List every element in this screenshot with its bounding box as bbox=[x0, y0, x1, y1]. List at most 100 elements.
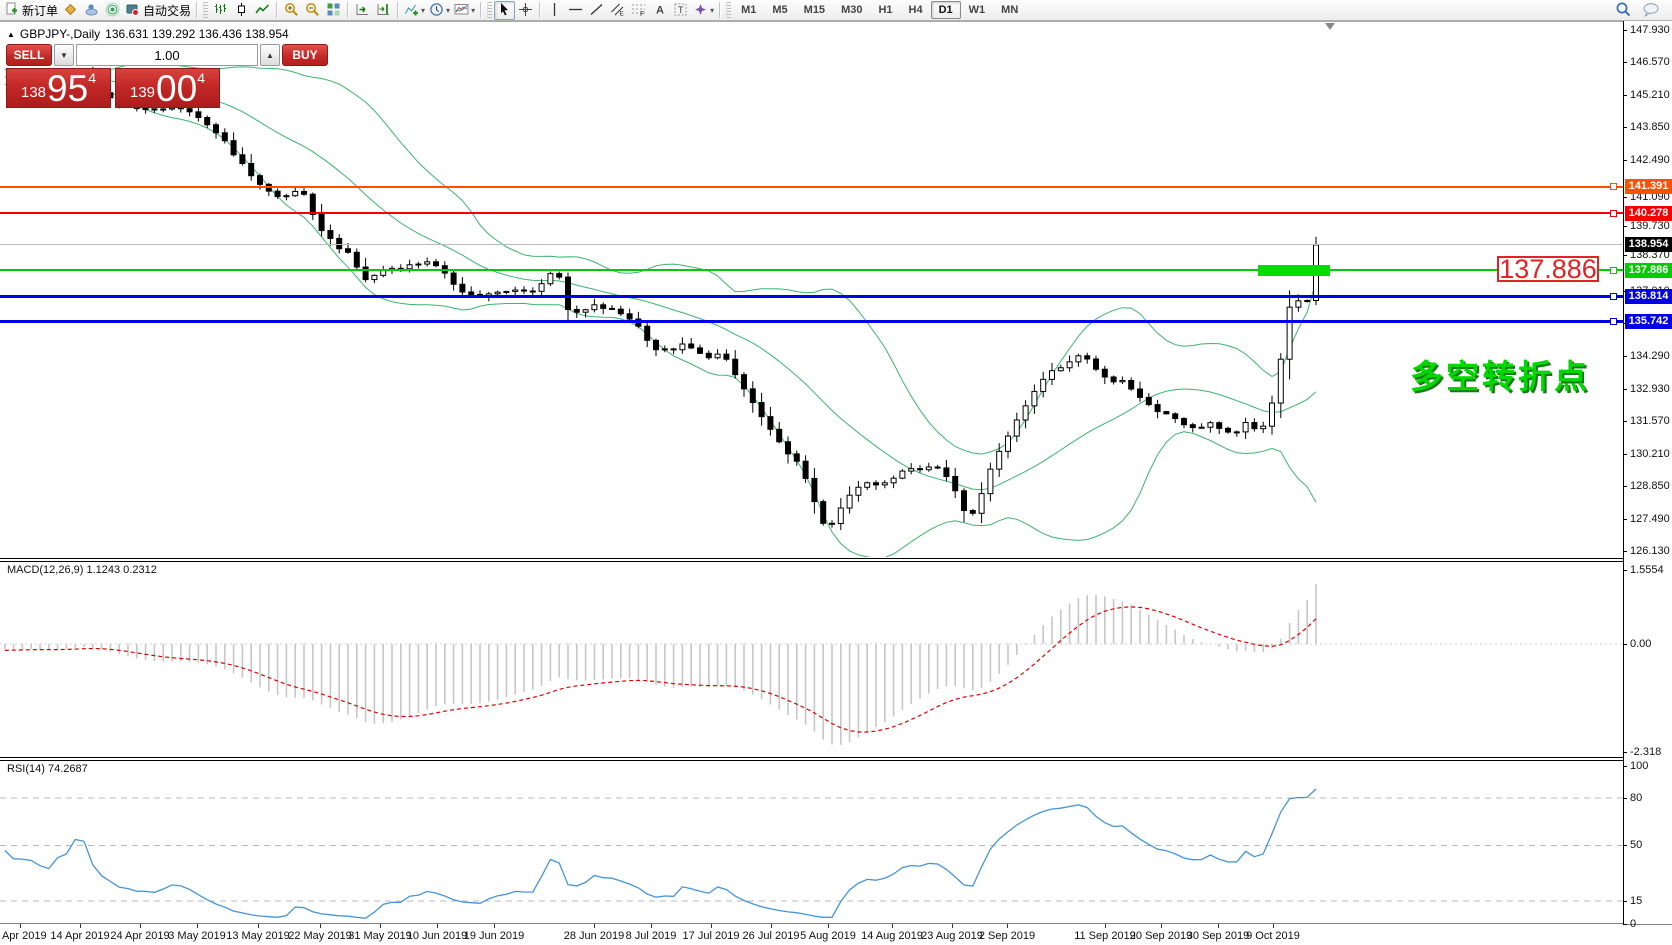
signals-button[interactable] bbox=[102, 1, 123, 20]
time-tick bbox=[320, 924, 321, 928]
zoom-in-button[interactable] bbox=[281, 1, 302, 20]
time-tick bbox=[952, 924, 953, 928]
sell-price-sup: 4 bbox=[88, 70, 96, 86]
line-chart-mode-button[interactable] bbox=[252, 1, 273, 20]
candlesticks bbox=[19, 66, 1319, 531]
timeframe-m1[interactable]: M1 bbox=[733, 1, 764, 19]
fibonacci-button[interactable]: F bbox=[628, 1, 649, 20]
hline-handle-support-upper[interactable] bbox=[1610, 293, 1617, 300]
sell-button[interactable]: SELL bbox=[6, 44, 52, 66]
toolbar-separator bbox=[539, 2, 542, 18]
buy-button[interactable]: BUY bbox=[282, 44, 328, 66]
crosshair-icon bbox=[518, 2, 533, 19]
volume-decrease-button[interactable]: ▼ bbox=[54, 44, 74, 66]
hline-bid-price[interactable] bbox=[0, 244, 1623, 245]
text-button[interactable]: A bbox=[649, 1, 670, 20]
time-tick-label: 19 Jun 2019 bbox=[463, 930, 525, 942]
volume-increase-button[interactable]: ▲ bbox=[260, 44, 280, 66]
timeframe-m5[interactable]: M5 bbox=[764, 1, 795, 19]
volume-input[interactable] bbox=[76, 44, 258, 66]
price-level-label[interactable]: 137.886 bbox=[1497, 256, 1599, 283]
hline-handle-support-lower[interactable] bbox=[1610, 318, 1617, 325]
timeframe-d1[interactable]: D1 bbox=[930, 1, 961, 19]
sell-price-display[interactable]: 138 95 4 bbox=[6, 68, 111, 108]
cursor-button[interactable] bbox=[494, 0, 516, 20]
hline-handle-resistance-upper[interactable] bbox=[1610, 183, 1617, 190]
hline-handle-pivot-level[interactable] bbox=[1610, 267, 1617, 274]
timeframe-m15[interactable]: M15 bbox=[796, 1, 833, 19]
candlestick-mode-button[interactable] bbox=[231, 1, 252, 20]
crosshair-button[interactable] bbox=[515, 1, 536, 20]
hline-zone-pivot-level[interactable] bbox=[1258, 265, 1330, 276]
auto-scroll-button[interactable] bbox=[352, 1, 373, 20]
zoom-out-icon bbox=[305, 2, 320, 19]
svg-text:E: E bbox=[620, 10, 625, 17]
community-button[interactable] bbox=[81, 1, 102, 20]
text-label-button[interactable]: T bbox=[670, 1, 691, 20]
bar-chart-mode-button[interactable] bbox=[210, 1, 231, 20]
svg-text:T: T bbox=[678, 5, 684, 15]
timeframe-m30[interactable]: M30 bbox=[833, 1, 870, 19]
arrows-button[interactable]: ▾ bbox=[691, 1, 716, 20]
vertical-line-button[interactable] bbox=[544, 1, 565, 20]
timeframe-h1[interactable]: H1 bbox=[870, 1, 900, 19]
price-tick-label: 142.490 bbox=[1623, 153, 1670, 166]
timeframe-mn[interactable]: MN bbox=[993, 1, 1026, 19]
tile-windows-button[interactable] bbox=[323, 1, 344, 20]
chart-annotation-text[interactable]: 多空转折点 bbox=[1410, 358, 1590, 395]
indicators-button[interactable]: ▾ bbox=[402, 1, 427, 20]
zoom-out-button[interactable] bbox=[302, 1, 323, 20]
timeframe-w1[interactable]: W1 bbox=[961, 1, 994, 19]
text-label-icon: T bbox=[673, 2, 688, 19]
price-badge-pivot-level: 137.886 bbox=[1625, 262, 1672, 278]
chart-shift-marker-icon bbox=[1325, 23, 1335, 30]
time-tick bbox=[892, 924, 893, 928]
time-tick bbox=[80, 924, 81, 928]
signals-icon bbox=[105, 2, 120, 19]
collapse-trade-panel-icon[interactable]: ▲ bbox=[7, 29, 15, 39]
line-chart-mode-icon bbox=[255, 2, 270, 19]
metaeditor-button[interactable] bbox=[60, 1, 81, 20]
templates-button[interactable]: ▾ bbox=[452, 1, 477, 20]
trendline-icon bbox=[589, 2, 604, 19]
buy-price-display[interactable]: 139 00 4 bbox=[115, 68, 220, 108]
time-tick bbox=[651, 924, 652, 928]
time-tick-label: 20 Sep 2019 bbox=[1129, 930, 1193, 942]
time-tick-label: 4 Apr 2019 bbox=[0, 930, 47, 942]
autotrading-icon bbox=[125, 2, 140, 19]
hline-pivot-level[interactable] bbox=[0, 269, 1623, 271]
hline-support-lower[interactable] bbox=[0, 320, 1623, 323]
toolbar-grip[interactable] bbox=[203, 2, 209, 18]
new-order-button[interactable]: 新订单 bbox=[2, 1, 60, 20]
chart-shift-button[interactable] bbox=[373, 1, 394, 20]
chat-button[interactable] bbox=[1640, 1, 1662, 20]
hline-resistance-upper[interactable] bbox=[0, 186, 1623, 188]
autotrading-button[interactable]: 自动交易 bbox=[123, 1, 193, 20]
timeframe-h4[interactable]: H4 bbox=[901, 1, 931, 19]
new-order-label: 新订单 bbox=[22, 3, 59, 18]
toolbar-right bbox=[1613, 1, 1670, 20]
hline-support-upper[interactable] bbox=[0, 295, 1623, 298]
toolbar-grip[interactable] bbox=[487, 2, 493, 18]
horizontal-line-button[interactable] bbox=[565, 1, 586, 20]
price-tick-label: 130.210 bbox=[1623, 447, 1670, 460]
hline-handle-resistance-lower[interactable] bbox=[1610, 210, 1617, 217]
bar-chart-mode-icon bbox=[213, 2, 228, 19]
price-axis[interactable]: 147.930 146.570 145.210 143.850 142.490 141.0… bbox=[1622, 21, 1672, 930]
equidistant-channel-button[interactable]: E bbox=[607, 1, 628, 20]
periods-button[interactable]: ▾ bbox=[427, 1, 452, 20]
buy-price-sup: 4 bbox=[197, 70, 205, 86]
hline-resistance-lower[interactable] bbox=[0, 212, 1623, 214]
search-button[interactable] bbox=[1613, 1, 1634, 20]
zoom-in-icon bbox=[284, 2, 299, 19]
horizontal-line-icon bbox=[568, 2, 583, 19]
time-tick bbox=[828, 924, 829, 928]
trendline-button[interactable] bbox=[586, 1, 607, 20]
toolbar-grip[interactable] bbox=[726, 2, 732, 18]
time-tick bbox=[437, 924, 438, 928]
price-badge-resistance-upper: 141.391 bbox=[1625, 179, 1672, 195]
